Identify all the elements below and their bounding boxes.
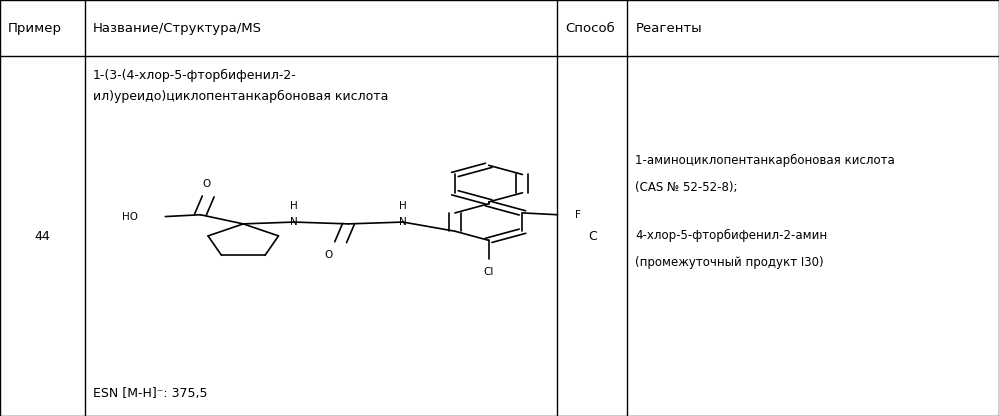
Text: F: F [575, 210, 581, 220]
Text: 4-хлор-5-фторбифенил-2-амин: 4-хлор-5-фторбифенил-2-амин [635, 229, 827, 242]
Text: C: C [588, 230, 596, 243]
Text: (промежуточный продукт I30): (промежуточный продукт I30) [635, 256, 824, 269]
Text: Реагенты: Реагенты [635, 22, 702, 35]
Text: 44: 44 [35, 230, 50, 243]
Text: ил)уреидо)циклопентанкарбоновая кислота: ил)уреидо)циклопентанкарбоновая кислота [93, 89, 389, 102]
Text: O: O [325, 250, 333, 260]
Text: 1-(3-(4-хлор-5-фторбифенил-2-: 1-(3-(4-хлор-5-фторбифенил-2- [93, 69, 297, 82]
Text: HO: HO [122, 212, 138, 222]
Text: O: O [202, 179, 211, 189]
Text: Название/Структура/MS: Название/Структура/MS [93, 22, 262, 35]
Text: 1-аминоциклопентанкарбоновая кислота: 1-аминоциклопентанкарбоновая кислота [635, 154, 895, 167]
Text: N: N [400, 217, 407, 227]
Text: (CAS № 52-52-8);: (CAS № 52-52-8); [635, 181, 738, 194]
Text: N: N [290, 217, 298, 227]
Text: H: H [290, 201, 298, 211]
Text: ESN [M-H]⁻: 375,5: ESN [M-H]⁻: 375,5 [93, 387, 208, 400]
Text: Cl: Cl [484, 267, 494, 277]
Text: Пример: Пример [8, 22, 62, 35]
Text: H: H [400, 201, 407, 211]
Text: Способ: Способ [565, 22, 615, 35]
